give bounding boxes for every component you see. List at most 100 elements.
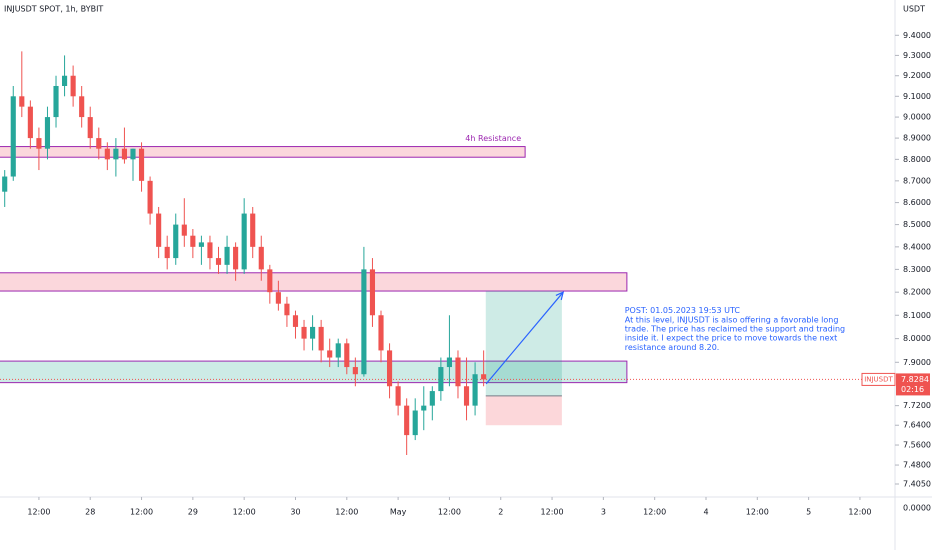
candle-body: [53, 85, 59, 118]
x-tick-label: 5: [806, 508, 811, 517]
y-tick-label: 8.8000: [903, 155, 931, 164]
candle-body: [44, 117, 51, 149]
candle-body: [292, 315, 299, 327]
candle-body: [352, 367, 358, 375]
zone: [0, 146, 526, 158]
y-tick-label: 8.7000: [903, 176, 931, 185]
annotation-line: inside it. I expect the price to move to…: [625, 334, 838, 343]
x-tick-label: May: [390, 508, 407, 517]
candle-body: [258, 246, 264, 270]
candle-body: [344, 343, 350, 368]
candle-body: [181, 224, 187, 236]
y-tick-label: 7.5600: [903, 441, 931, 450]
candle-body: [87, 117, 93, 139]
currency-label: USDT: [903, 5, 925, 14]
candle-body: [429, 391, 435, 406]
candle-body: [395, 386, 401, 406]
candle-body: [335, 343, 341, 358]
arrow: [485, 291, 564, 385]
candle-body: [472, 374, 478, 406]
candle-body: [173, 224, 179, 259]
candle-body: [361, 269, 367, 375]
y-tick-label: 7.7200: [903, 401, 931, 410]
candle-body: [79, 96, 85, 118]
candle-body: [10, 96, 16, 177]
zone: [0, 360, 628, 384]
symbol-tag: [861, 372, 896, 386]
candle-body: [121, 148, 128, 160]
y-tick-label: 9.0000: [903, 113, 931, 122]
candle-body: [2, 176, 8, 192]
candle-body: [404, 405, 410, 436]
candle-body: [481, 374, 487, 380]
y-tick-label: 9.2000: [903, 71, 931, 80]
candle-body: [446, 357, 452, 368]
candle-body: [207, 242, 213, 259]
price-tag: [896, 373, 930, 396]
x-tick-label: 30: [290, 508, 300, 517]
zone: [0, 272, 628, 292]
arrow-head: [555, 291, 565, 301]
x-tick-label: 12:00: [130, 508, 153, 517]
candle-body: [113, 148, 119, 160]
y-tick-label: 8.3000: [903, 265, 931, 274]
candle-body: [96, 138, 102, 149]
candle-body: [19, 96, 25, 107]
x-tick-label: 3: [601, 508, 606, 517]
y-tick-label: 8.6000: [903, 198, 931, 207]
candle-body: [104, 148, 110, 160]
countdown-label: 02:16: [901, 385, 924, 394]
candle-body: [463, 386, 470, 406]
price-tag-label: 7.8284: [901, 375, 929, 384]
candle-body: [70, 75, 76, 97]
zone-label: 4h Resistance: [465, 134, 521, 143]
x-tick-label: 12:00: [746, 508, 769, 517]
annotation-line: resistance around 8.20.: [625, 343, 720, 352]
y-tick-label: 9.3000: [903, 51, 931, 60]
y-tick-label: 7.6400: [903, 421, 931, 430]
x-tick-label: 12:00: [848, 508, 871, 517]
candle-body: [301, 326, 307, 339]
y-tick-label: 8.2000: [903, 288, 931, 297]
candle-body: [438, 367, 444, 392]
candle-body: [318, 326, 324, 351]
x-tick-label: 2: [498, 508, 503, 517]
symbol-tag-label: INJUSDT: [864, 375, 893, 383]
y-axis-footer: 0.0000: [903, 504, 931, 513]
candle-body: [241, 213, 247, 270]
y-tick-label: 7.4800: [903, 461, 931, 470]
candle-body: [27, 106, 33, 139]
annotation-line: At this level, INJUSDT is also offering …: [625, 315, 839, 324]
chart-title: INJUSDT SPOT, 1h, BYBIT: [4, 5, 103, 14]
candle-body: [412, 410, 418, 436]
candle-body: [233, 246, 239, 270]
candle-body: [62, 75, 68, 86]
candle-body: [198, 242, 204, 247]
plot-area: [0, 51, 895, 456]
y-tick-label: 9.4000: [903, 31, 931, 40]
x-tick-label: 12:00: [233, 508, 256, 517]
position-stop: [485, 395, 562, 426]
candle-body: [378, 315, 384, 351]
annotation-line: POST: 01.05.2023 19:53 UTC: [625, 306, 741, 315]
candle-body: [327, 350, 333, 358]
candle-body: [156, 213, 162, 247]
candle-body: [386, 350, 393, 387]
annotation-line: trade. The price has reclaimed the suppo…: [625, 325, 845, 334]
y-tick-label: 8.4000: [903, 242, 931, 251]
candle-body: [138, 148, 145, 181]
candle-body: [455, 357, 461, 387]
candle-body: [267, 269, 273, 293]
y-tick-label: 8.1000: [903, 311, 931, 320]
candle-body: [310, 326, 316, 339]
candle-body: [275, 292, 281, 304]
y-tick-label: 9.1000: [903, 92, 931, 101]
x-tick-label: 29: [188, 508, 198, 517]
x-tick-label: 12:00: [335, 508, 358, 517]
candle-body: [369, 269, 376, 316]
x-tick-label: 12:00: [643, 508, 666, 517]
y-tick-label: 8.0000: [903, 334, 931, 343]
y-tick-label: 8.9000: [903, 134, 931, 143]
y-tick-label: 7.4050: [903, 480, 931, 489]
